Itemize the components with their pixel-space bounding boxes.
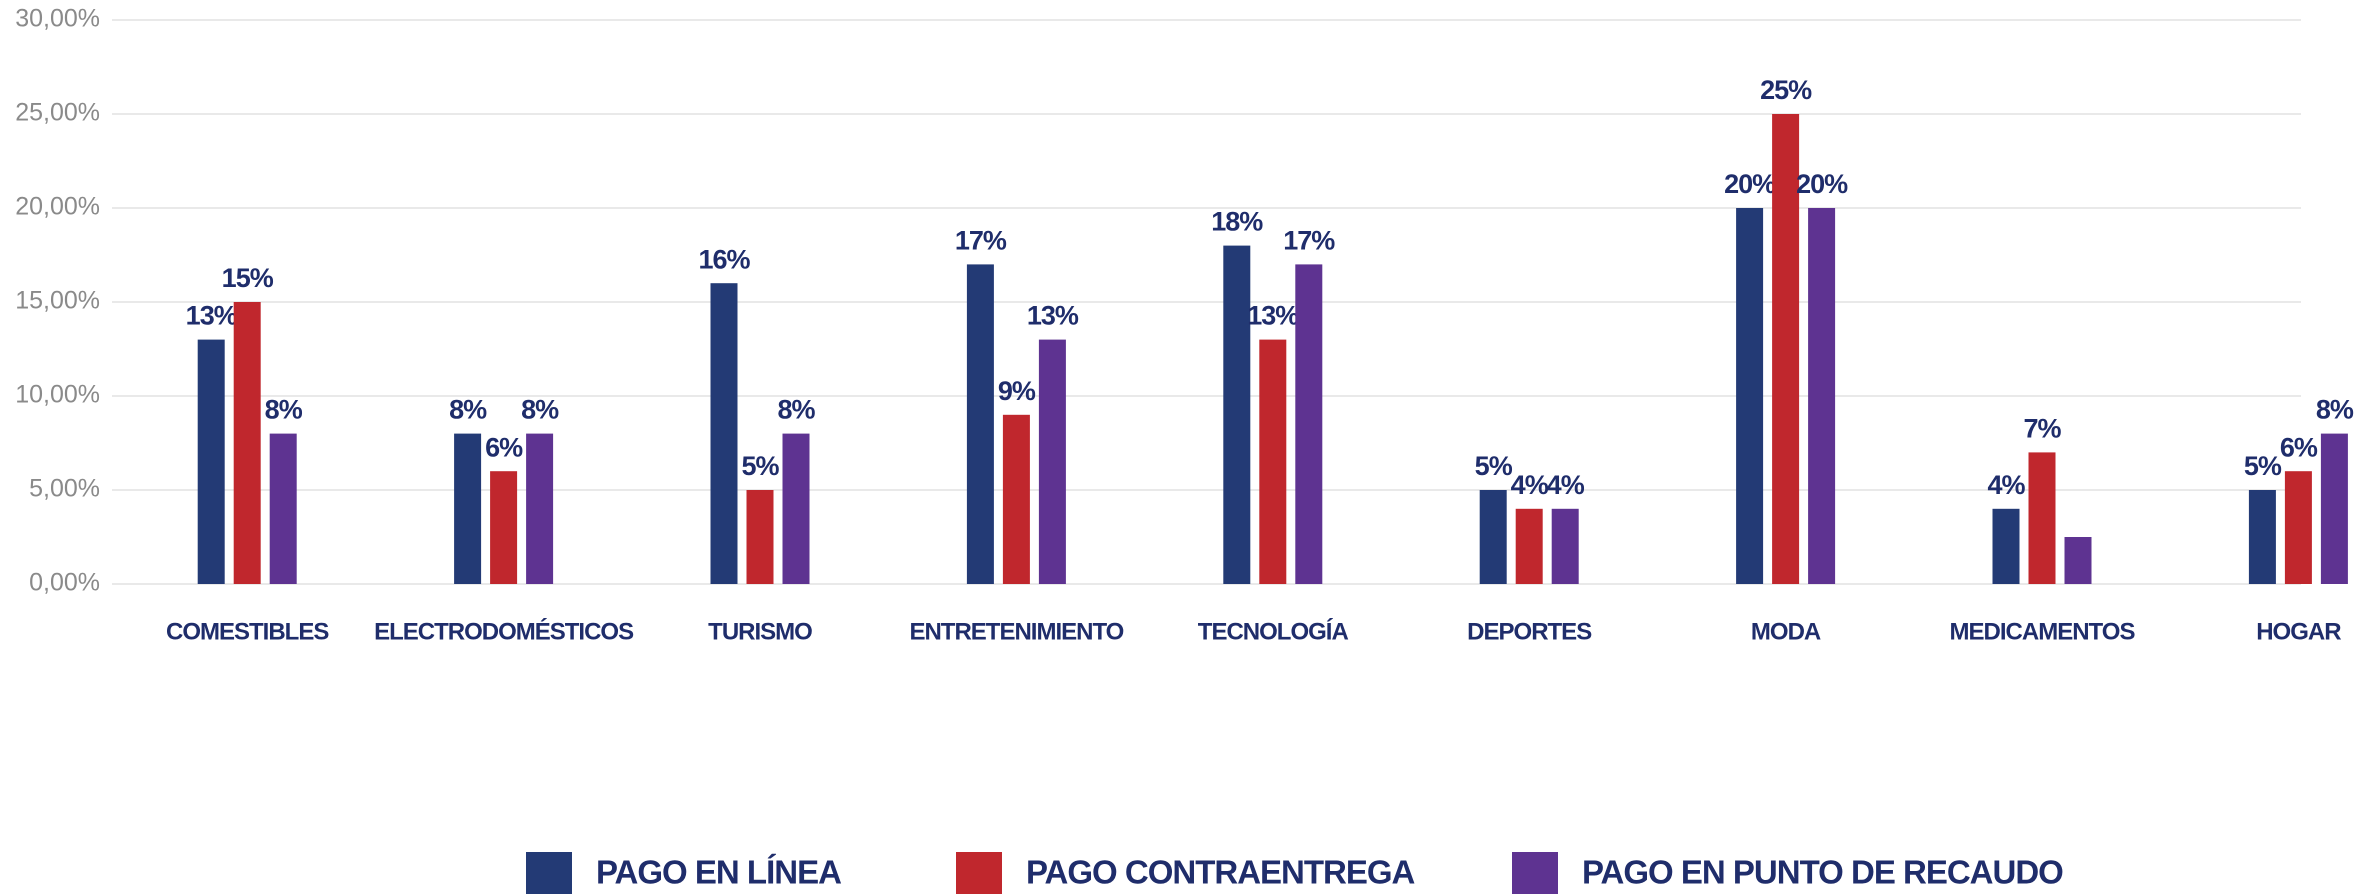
data-label: 15% [222,263,274,293]
bar [1038,339,1066,584]
y-tick-label: 30,00% [15,5,100,33]
x-tick-label: HOGAR [2256,618,2341,645]
data-label: 8% [2316,395,2354,425]
data-label: 25% [1760,75,1812,105]
x-tick-label: COMESTIBLES [166,618,329,645]
bar [2320,433,2348,584]
data-label: 8% [777,395,815,425]
x-tick-label: MODA [1751,618,1821,645]
data-label: 8% [449,395,487,425]
x-tick-label: TURISMO [708,618,812,645]
bar [490,471,518,584]
bar [1808,208,1836,584]
data-label: 20% [1796,169,1848,199]
bar [454,433,482,584]
bar [233,302,261,584]
y-tick-label: 15,00% [15,287,100,315]
data-label: 6% [485,432,523,462]
y-tick-label: 0,00% [29,569,100,597]
data-label: 20% [1724,169,1776,199]
data-label: 5% [2244,451,2282,481]
data-label: 5% [1475,451,1513,481]
bar [269,433,297,584]
bar [710,283,738,584]
x-tick-label: ELECTRODOMÉSTICOS [374,617,634,645]
data-label: 5% [741,451,779,481]
bar [1736,208,1764,584]
bar [782,433,810,584]
x-tick-label: ENTRETENIMIENTO [909,618,1123,645]
data-label: 4% [1511,470,1549,500]
data-label: 6% [2280,432,2318,462]
bar [1479,490,1507,584]
x-tick-label: DEPORTES [1467,618,1592,645]
bar [1515,508,1543,584]
bar [1295,264,1323,584]
bar [1992,508,2020,584]
data-label: 17% [1283,226,1335,256]
bar [2028,452,2056,584]
bar [1223,245,1251,584]
legend-swatch [526,852,572,894]
data-label: 13% [1027,301,1079,331]
legend-label: PAGO EN PUNTO DE RECAUDO [1582,854,2063,891]
bar [526,433,554,584]
legend-swatch [956,852,1002,894]
data-label: 13% [1247,301,1299,331]
data-label: 8% [521,395,559,425]
x-tick-label: MEDICAMENTOS [1950,618,2136,645]
y-tick-label: 25,00% [15,99,100,127]
legend-swatch [1512,852,1558,894]
data-label: 4% [1987,470,2025,500]
bar [966,264,994,584]
x-tick-label: TECNOLOGÍA [1198,617,1349,645]
bar [1002,414,1030,584]
data-label: 18% [1211,207,1263,237]
bar [1551,508,1579,584]
y-tick-label: 10,00% [15,381,100,409]
bar [197,339,225,584]
y-tick-label: 20,00% [15,193,100,221]
bar [2284,471,2312,584]
data-label: 13% [186,301,238,331]
legend-label: PAGO EN LÍNEA [596,854,841,891]
legend-label: PAGO CONTRAENTREGA [1026,854,1415,891]
bar [746,490,774,584]
y-tick-label: 5,00% [29,475,100,503]
data-label: 17% [955,226,1007,256]
data-label: 7% [2023,414,2061,444]
data-label: 8% [265,395,303,425]
bar [2064,537,2092,584]
bar [2248,490,2276,584]
data-label: 16% [698,244,750,274]
bar [1772,114,1800,584]
data-label: 4% [1547,470,1585,500]
bar [1259,339,1287,584]
data-label: 9% [998,376,1036,406]
